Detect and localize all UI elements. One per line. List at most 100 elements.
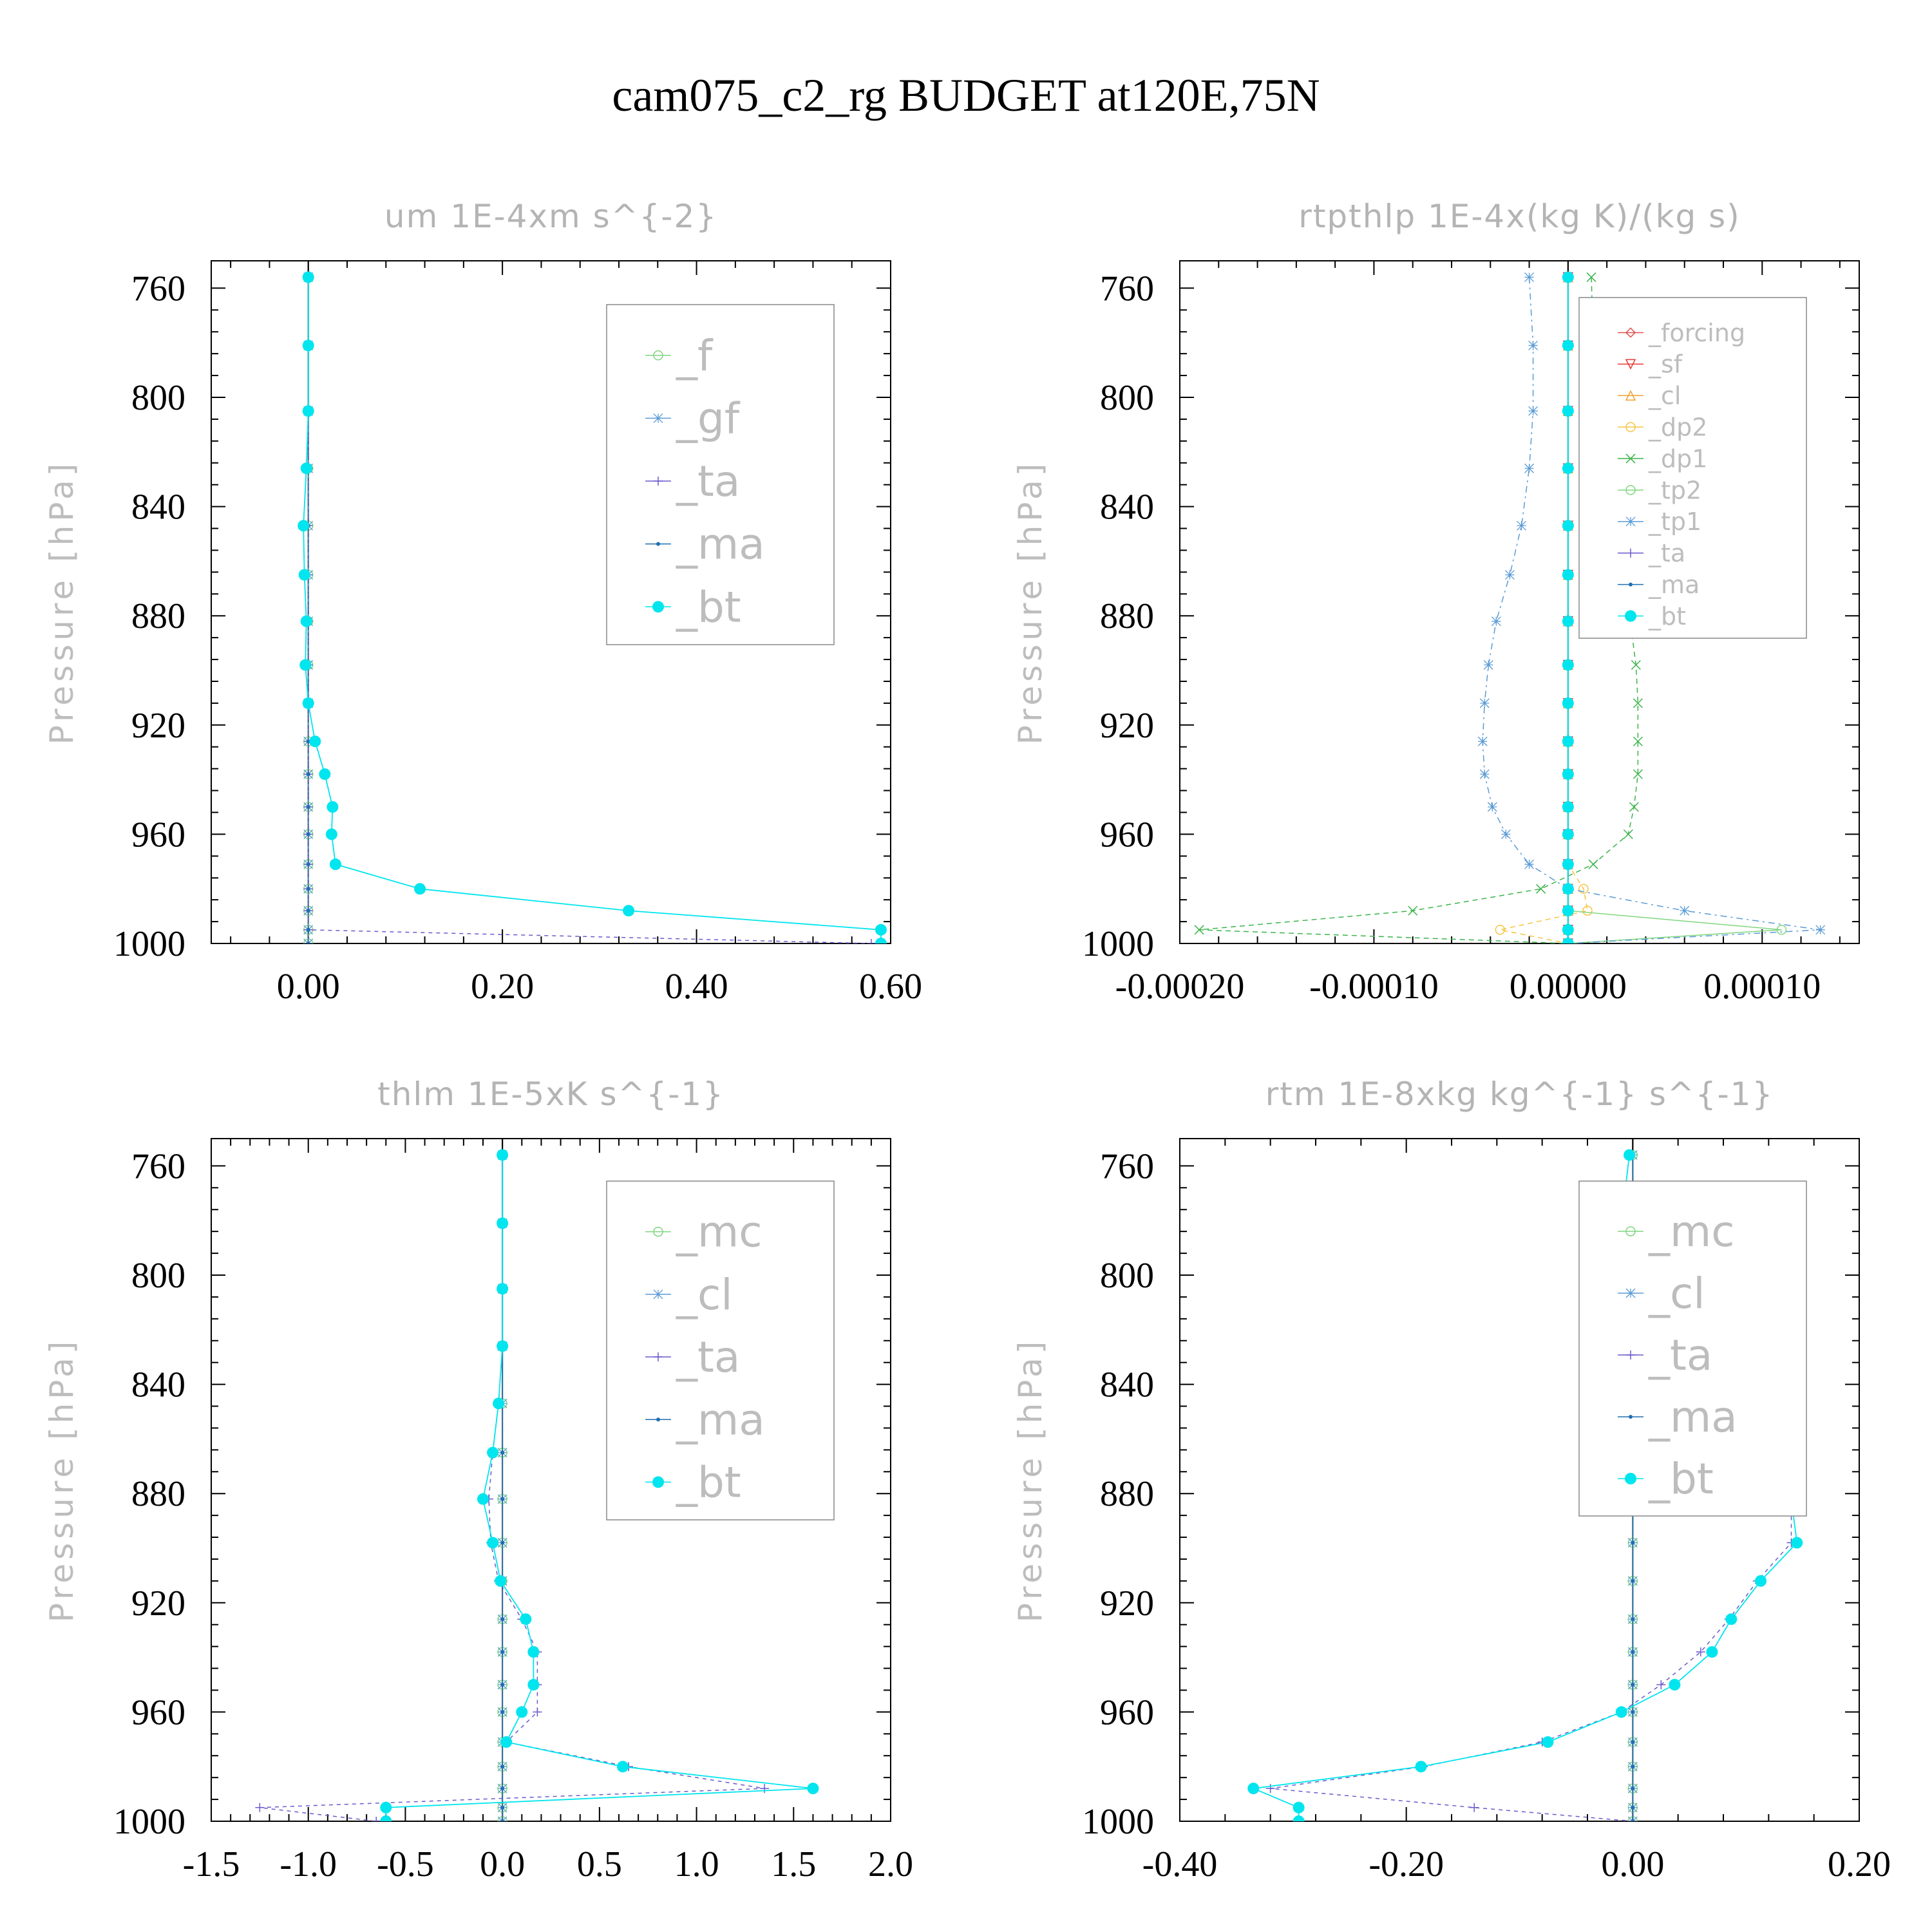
data-point — [1631, 1710, 1635, 1714]
legend-label: _bt — [1648, 602, 1686, 630]
data-point — [1491, 616, 1501, 627]
legend-marker — [1626, 548, 1635, 558]
legend-label: _bt — [1648, 1454, 1714, 1504]
y-tick-label: 960 — [1100, 815, 1154, 855]
y-tick-label: 760 — [131, 269, 185, 308]
data-point — [380, 1801, 392, 1814]
data-point — [527, 1646, 540, 1658]
data-point — [520, 1613, 532, 1625]
y-tick-label: 840 — [1100, 488, 1154, 527]
data-point — [327, 801, 339, 813]
y-tick-label: 800 — [131, 1256, 185, 1296]
panel-title: thlm 1E-5xK s^{-1} — [377, 1075, 724, 1113]
data-point — [1415, 1761, 1427, 1773]
data-point — [1562, 520, 1574, 532]
data-point — [1631, 1819, 1635, 1821]
legend-label: _ma — [1648, 571, 1700, 599]
legend-label: _ma — [676, 520, 765, 569]
data-point — [1293, 1801, 1305, 1814]
data-point — [298, 569, 310, 581]
legend-marker — [652, 1476, 664, 1488]
data-point — [319, 768, 331, 781]
data-point — [487, 1446, 499, 1459]
data-point — [302, 697, 314, 709]
legend-label: _cl — [676, 1270, 733, 1320]
legend-marker — [654, 1352, 663, 1361]
y-tick-label: 1000 — [1082, 1802, 1154, 1842]
data-point — [500, 1805, 505, 1810]
data-point — [1562, 923, 1574, 936]
data-point — [1656, 1680, 1666, 1689]
panels: um 1E-4xm s^{-2} Pressure [hPa] 760 800 840 8… — [43, 198, 1891, 1884]
data-point — [500, 1765, 505, 1769]
y-tick-label: 1000 — [113, 1802, 185, 1842]
x-tick-label: 0.0 — [480, 1844, 525, 1884]
y-tick-label: 880 — [131, 596, 185, 636]
x-tick-label: 1.0 — [674, 1844, 719, 1884]
legend-marker — [1625, 610, 1636, 622]
plot-area — [298, 271, 887, 943]
data-point — [477, 1493, 489, 1505]
data-point — [527, 1679, 540, 1690]
x-tick-label: -0.00010 — [1309, 967, 1439, 1007]
legend-label: _mc — [676, 1208, 762, 1257]
data-point — [306, 832, 310, 837]
y-tick-label: 840 — [131, 1365, 185, 1405]
data-point — [807, 1783, 819, 1795]
data-point — [1815, 925, 1826, 935]
y-tick-label: 840 — [131, 488, 185, 527]
data-point — [1562, 735, 1574, 748]
data-point — [497, 1217, 509, 1229]
data-point — [306, 887, 310, 891]
legend-marker — [654, 477, 663, 486]
data-point — [1578, 884, 1589, 894]
x-tick-label: 2.0 — [868, 1844, 913, 1884]
legend-label: _dp2 — [1648, 413, 1707, 441]
data-point — [1631, 659, 1641, 670]
data-point — [866, 939, 876, 943]
data-point — [1562, 271, 1574, 283]
data-point — [1247, 1783, 1260, 1795]
series-line-bt — [385, 1155, 813, 1821]
data-point — [300, 462, 312, 475]
panel-title: rtpthlp 1E-4x(kg K)/(kg s) — [1298, 198, 1740, 235]
data-point — [1408, 905, 1418, 916]
data-point — [1479, 698, 1490, 708]
data-point — [493, 1397, 505, 1410]
data-point — [1477, 736, 1488, 746]
data-point — [1562, 339, 1574, 352]
data-point — [500, 1710, 505, 1714]
data-point — [1629, 802, 1639, 812]
legend-marker — [653, 413, 663, 423]
legend-box — [1578, 297, 1807, 639]
data-point — [617, 1761, 629, 1773]
legend-marker — [656, 542, 660, 546]
data-point — [1588, 859, 1598, 869]
data-point — [1524, 859, 1535, 869]
x-tick-label: -0.00020 — [1115, 967, 1245, 1007]
data-point — [1524, 272, 1535, 282]
data-point — [1631, 1740, 1635, 1745]
data-point — [1631, 1617, 1635, 1622]
data-point — [623, 905, 635, 917]
data-point — [1776, 925, 1787, 935]
plot-frame — [211, 260, 891, 944]
legend-marker — [653, 1226, 663, 1237]
data-point — [500, 1819, 505, 1821]
data-point — [1631, 1650, 1635, 1654]
data-point — [372, 1817, 381, 1821]
data-point — [1631, 1578, 1635, 1583]
data-point — [875, 923, 887, 936]
data-point — [1562, 615, 1574, 627]
data-point — [414, 883, 426, 895]
legend-label: _sf — [1648, 350, 1683, 379]
data-point — [1562, 659, 1574, 671]
data-point — [1562, 858, 1574, 871]
data-point — [1633, 769, 1643, 779]
data-point — [1680, 905, 1690, 916]
data-point — [1631, 1540, 1635, 1545]
legend-label: _tp1 — [1648, 507, 1701, 536]
plot-frame — [1179, 260, 1860, 944]
data-point — [1725, 1613, 1738, 1625]
